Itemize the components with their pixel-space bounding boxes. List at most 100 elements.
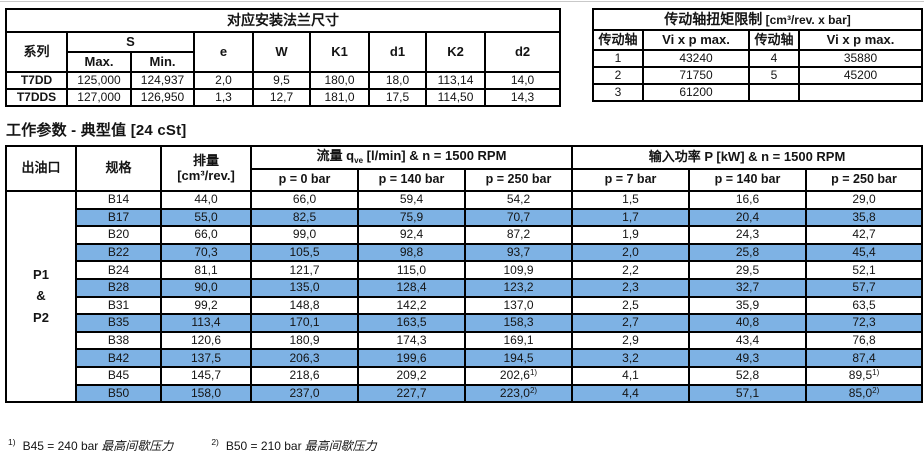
series-name-cell: T7DD xyxy=(5,71,68,90)
param-value-cell: 76,8 xyxy=(805,330,924,351)
dimension-value-cell: 14,3 xyxy=(483,88,562,107)
footnote-marker: 2) xyxy=(872,385,880,395)
param-value-cell: 32,7 xyxy=(688,277,808,298)
params-table-body: P1 & P2 B14 44,0 66,0 59,4 54,2 1,5 16,6 29,0 B17 55… xyxy=(5,189,924,404)
outlet-port-cell: P1 & P2 xyxy=(5,189,77,404)
torque-header-vixp-2: Vi x p max. xyxy=(797,29,924,51)
param-value-cell: 49,3 xyxy=(688,348,808,368)
params-table-row: B17 55,0 82,5 75,9 70,7 1,7 20,4 35,8 xyxy=(6,207,924,228)
torque-table-row: 1 43240 4 35880 xyxy=(592,49,924,68)
param-value-cell: 145,7 xyxy=(160,365,252,386)
param-value-cell: 87,4 xyxy=(805,348,924,368)
footnote: 1) B45 = 240 bar 最高间歇压力 xyxy=(8,437,173,454)
params-header-p0: p = 0 bar xyxy=(250,168,359,192)
params-table-row: B45 145,7 218,6 209,2 202,61) 4,1 52,8 89,51) xyxy=(6,365,924,386)
param-value-cell: 52,1 xyxy=(805,260,924,280)
shaft-number-cell: 1 xyxy=(592,49,644,68)
footnote-marker: 2) xyxy=(211,437,219,447)
flange-dimensions-table: 对应安装法兰尺寸 系列 S e W K1 d1 K2 d2 Max. Min. … xyxy=(4,8,562,107)
torque-value-cell: 43240 xyxy=(642,49,750,68)
footnote-text: B50 = 210 bar xyxy=(225,439,302,453)
params-table-row: B31 99,2 148,8 142,2 137,0 2,5 35,9 63,5 xyxy=(6,295,924,316)
param-value-cell: 202,61) xyxy=(463,365,574,386)
param-value-cell: 72,3 xyxy=(805,313,924,333)
torque-value-cell: 61200 xyxy=(642,83,750,102)
torque-header-shaft-1: 传动轴 xyxy=(592,29,644,51)
param-value-cell: 209,2 xyxy=(357,365,466,386)
param-value-cell: 3,2 xyxy=(571,348,691,368)
params-table-row: B35 113,4 170,1 163,5 158,3 2,7 40,8 72,3 xyxy=(6,313,924,333)
torque-value-cell: 35880 xyxy=(797,49,924,68)
params-table-row: B22 70,3 105,5 98,8 93,7 2,0 25,8 45,4 xyxy=(6,242,924,263)
model-cell: B45 xyxy=(75,365,162,386)
param-value-cell: 137,5 xyxy=(160,348,252,368)
param-value-cell: 35,9 xyxy=(688,295,808,316)
flange-table-body: T7DD 125,000 124,937 2,0 9,5 180,0 18,0 113,14 1… xyxy=(5,71,562,107)
series-name-cell: T7DDS xyxy=(5,88,68,107)
dimension-value-cell: 114,50 xyxy=(425,88,486,107)
params-header-model: 规格 xyxy=(75,145,162,192)
param-value-cell: 206,3 xyxy=(250,348,359,368)
shaft-number-cell: 2 xyxy=(592,66,644,85)
param-value-cell: 82,5 xyxy=(250,207,359,228)
torque-table-row: 3 61200 xyxy=(592,83,924,102)
param-value-cell: 4,1 xyxy=(571,365,691,386)
param-value-cell: 43,4 xyxy=(688,330,808,351)
params-table-row: B50 158,0 237,0 227,7 223,02) 4,4 57,1 85,02) xyxy=(6,383,924,404)
param-value-cell: 42,7 xyxy=(805,225,924,245)
params-header-p140-power: p = 140 bar xyxy=(688,168,808,192)
params-table-row: B42 137,5 206,3 199,6 194,5 3,2 49,3 87,4 xyxy=(6,348,924,368)
dimension-value-cell: 124,937 xyxy=(130,71,195,90)
params-header-p250-power: p = 250 bar xyxy=(805,168,924,192)
footnote-marker: 1) xyxy=(529,368,538,378)
footnote-italic-text: 最高间歇压力 xyxy=(304,439,377,453)
param-value-cell: 223,02) xyxy=(463,383,574,404)
flange-header-d1: d1 xyxy=(368,31,427,73)
model-cell: B42 xyxy=(75,348,162,368)
param-value-cell: 59,4 xyxy=(357,190,466,210)
param-value-cell: 2,5 xyxy=(571,295,691,316)
param-value-cell: 52,8 xyxy=(688,365,808,386)
footnote-marker: 1) xyxy=(8,437,16,447)
flange-header-d2: d2 xyxy=(483,31,562,73)
params-header-flow: 流量 qve [l/min] & n = 1500 RPM xyxy=(249,145,574,170)
operating-params-table: 出油口 规格 排量 [cm³/rev.] 流量 qve [l/min] & n =… xyxy=(5,145,924,404)
param-value-cell: 1,9 xyxy=(571,225,691,245)
torque-header-vixp-1: Vi x p max. xyxy=(642,29,750,51)
param-value-cell: 81,1 xyxy=(160,260,252,280)
flange-header-series: 系列 xyxy=(5,31,68,73)
flange-table-row: T7DD 125,000 124,937 2,0 9,5 180,0 18,0 113,14 1… xyxy=(5,71,562,90)
param-value-cell: 1,7 xyxy=(571,207,691,228)
displacement-unit: [cm³/rev.] xyxy=(177,167,235,183)
param-value-cell: 163,5 xyxy=(357,313,466,333)
param-value-cell: 70,3 xyxy=(160,242,252,263)
dimension-value-cell: 113,14 xyxy=(425,71,486,90)
param-value-cell: 66,0 xyxy=(160,225,252,245)
param-value-cell: 4,4 xyxy=(571,383,691,404)
dimension-value-cell: 9,5 xyxy=(252,71,311,90)
param-value-cell: 237,0 xyxy=(250,383,359,404)
model-cell: B22 xyxy=(75,242,162,263)
param-value-cell: 35,8 xyxy=(805,207,924,228)
model-cell: B50 xyxy=(75,383,162,404)
params-header-p140-flow: p = 140 bar xyxy=(357,168,466,192)
param-value-cell: 113,4 xyxy=(160,313,252,333)
params-header-p250-flow: p = 250 bar xyxy=(463,168,574,192)
dimension-value-cell: 17,5 xyxy=(368,88,427,107)
flange-header-s: S xyxy=(66,31,195,53)
shaft-number-cell: 3 xyxy=(592,83,644,102)
param-value-cell: 128,4 xyxy=(357,277,466,298)
param-value-cell: 92,4 xyxy=(357,225,466,245)
torque-value-cell: 71750 xyxy=(642,66,750,85)
model-cell: B14 xyxy=(75,190,162,210)
shaft-number-cell xyxy=(748,83,800,102)
param-value-cell: 57,1 xyxy=(688,383,808,404)
params-table-row: P1 & P2 B14 44,0 66,0 59,4 54,2 1,5 16,6 29,0 xyxy=(5,189,924,404)
param-value-cell: 66,0 xyxy=(250,190,359,210)
param-value-cell: 89,51) xyxy=(805,365,924,386)
param-value-cell: 2,3 xyxy=(571,277,691,298)
param-value-cell: 54,2 xyxy=(463,190,574,210)
param-value-cell: 158,3 xyxy=(463,313,574,333)
flange-header-s-max: Max. xyxy=(66,51,132,73)
param-value-cell: 57,7 xyxy=(805,277,924,298)
